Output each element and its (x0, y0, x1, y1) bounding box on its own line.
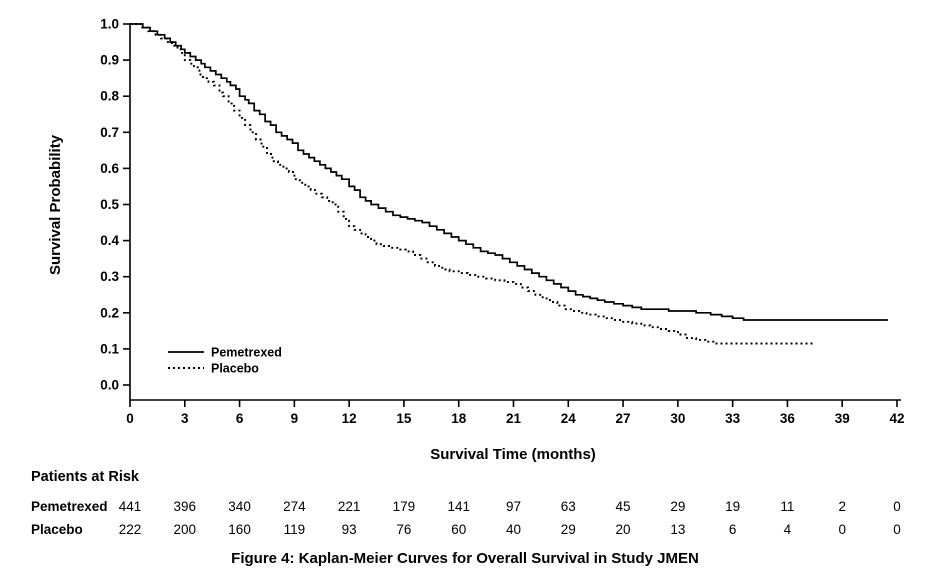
at-risk-count: 13 (670, 522, 685, 537)
x-tick-label: 3 (181, 411, 189, 426)
y-tick-label: 0.7 (100, 125, 119, 140)
x-tick-label: 9 (291, 411, 299, 426)
at-risk-count: 274 (283, 499, 306, 514)
y-tick-label: 0.5 (100, 197, 119, 212)
x-tick-label: 30 (670, 411, 685, 426)
at-risk-count: 63 (561, 499, 576, 514)
x-tick-label: 12 (342, 411, 357, 426)
at-risk-count: 76 (396, 522, 411, 537)
y-tick-label: 0.3 (100, 269, 119, 284)
at-risk-count: 222 (119, 522, 142, 537)
at-risk-count: 4 (784, 522, 792, 537)
curves-group (130, 23, 888, 345)
x-tick-label: 18 (451, 411, 467, 426)
at-risk-count: 179 (393, 499, 416, 514)
axes-group: 0.00.10.20.30.40.50.60.70.80.91.00 3 6 9 12 1… (100, 17, 904, 427)
at-risk-count: 20 (616, 522, 631, 537)
at-risk-count: 29 (670, 499, 685, 514)
x-tick-label: 42 (889, 411, 904, 426)
legend-label-pemetrexed: Pemetrexed (211, 346, 282, 360)
at-risk-count: 29 (561, 522, 576, 537)
x-tick-label: 21 (506, 411, 522, 426)
x-tick-label: 24 (561, 411, 577, 426)
y-tick-label: 1.0 (100, 17, 119, 32)
at-risk-count: 6 (729, 522, 737, 537)
at-risk-count: 160 (228, 522, 251, 537)
at-risk-count: 221 (338, 499, 361, 514)
legend: Pemetrexed Placebo (168, 346, 282, 376)
x-tick-label: 33 (725, 411, 741, 426)
figure-caption: Figure 4: Kaplan-Meier Curves for Overal… (231, 550, 699, 567)
y-tick-label: 0.4 (100, 233, 119, 248)
at-risk-count: 2 (838, 499, 846, 514)
at-risk-count: 340 (228, 499, 251, 514)
at-risk-count: 11 (780, 499, 794, 514)
y-axis-title: Survival Probability (47, 134, 64, 275)
at-risk-count: 45 (616, 499, 631, 514)
x-tick-label: 15 (396, 411, 412, 426)
at-risk-count: 0 (893, 499, 901, 514)
at-risk-count: 0 (838, 522, 846, 537)
at-risk-count: 97 (506, 499, 521, 514)
at-risk-row-label-pemetrexed: Pemetrexed (31, 499, 108, 514)
patients-at-risk-heading: Patients at Risk (31, 469, 140, 485)
x-tick-label: 39 (835, 411, 850, 426)
y-tick-label: 0.2 (100, 305, 119, 320)
y-tick-label: 0.9 (100, 53, 119, 68)
y-tick-label: 0.6 (100, 161, 119, 176)
at-risk-count: 441 (119, 499, 142, 514)
legend-label-placebo: Placebo (211, 362, 259, 376)
at-risk-count: 60 (451, 522, 466, 537)
at-risk-count: 0 (893, 522, 901, 537)
at-risk-count: 200 (174, 522, 197, 537)
at-risk-count: 19 (725, 499, 740, 514)
km-curve-pemetrexed (130, 23, 888, 321)
x-tick-label: 36 (780, 411, 796, 426)
y-tick-label: 0.1 (100, 341, 119, 356)
at-risk-count: 396 (174, 499, 197, 514)
at-risk-count: 141 (447, 499, 470, 514)
km-curve-placebo (130, 23, 815, 345)
at-risk-count: 40 (506, 522, 521, 537)
x-tick-label: 0 (126, 411, 134, 426)
x-tick-label: 6 (236, 411, 244, 426)
at-risk-count: 119 (284, 522, 306, 537)
at-risk-row-label-placebo: Placebo (31, 522, 83, 537)
x-axis-title: Survival Time (months) (430, 446, 596, 463)
y-tick-label: 0.8 (100, 89, 119, 104)
y-tick-label: 0.0 (100, 378, 119, 393)
x-tick-label: 27 (616, 411, 631, 426)
at-risk-count: 93 (342, 522, 357, 537)
